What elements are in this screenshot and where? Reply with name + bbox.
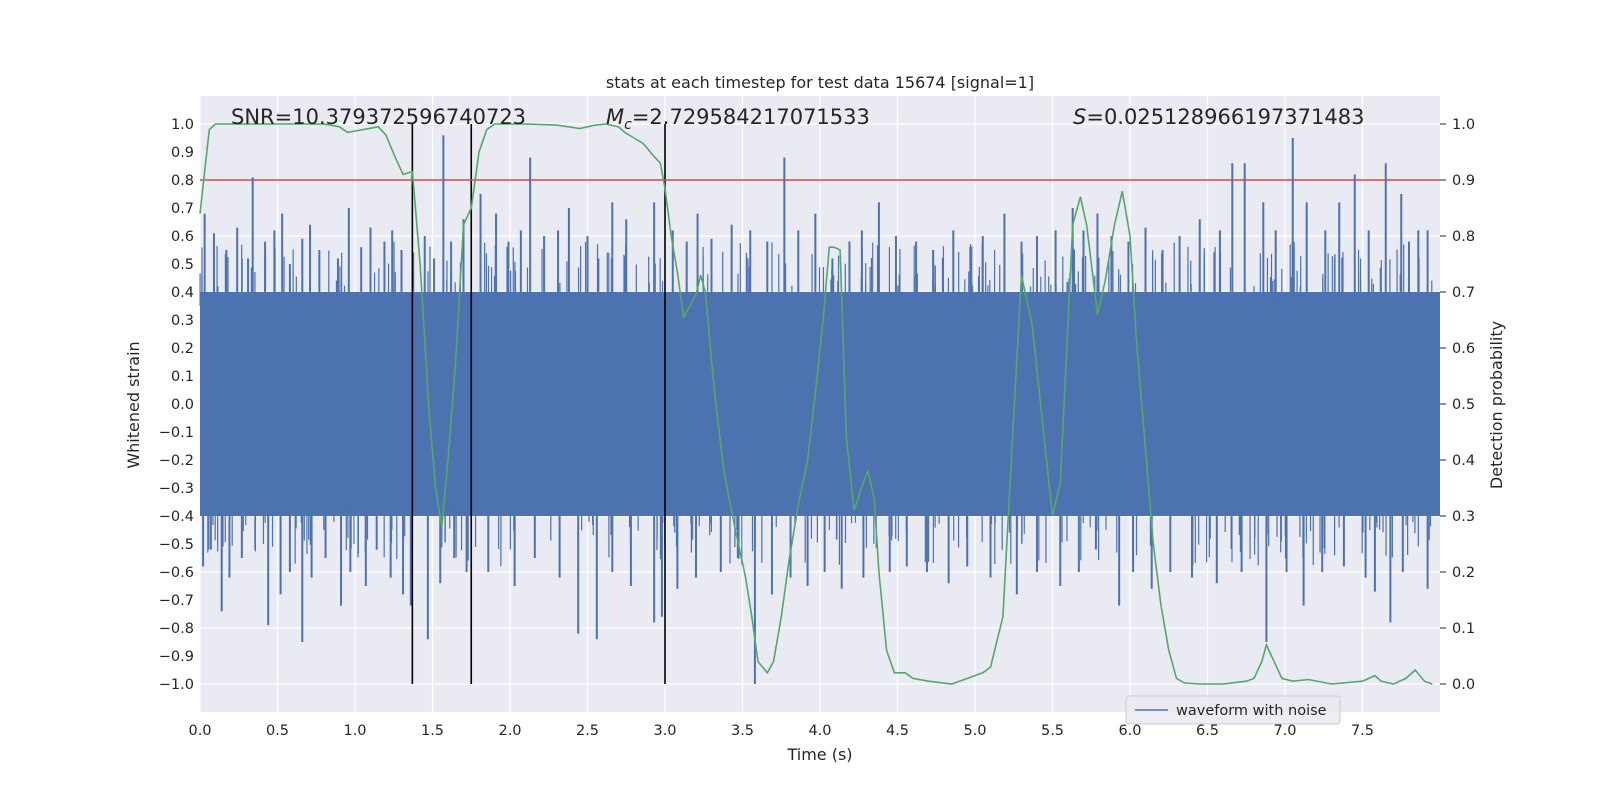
x-tick-label: 3.0 (653, 723, 676, 739)
x-tick-label: 6.0 (1118, 723, 1141, 739)
s-value: =0.025128966197371483 (1086, 105, 1364, 129)
y-tick-label: 0.8 (171, 173, 194, 189)
y-tick-label: −0.3 (159, 481, 194, 497)
legend-box (1125, 695, 1341, 725)
chirp-mass-value: =2.729584217071533 (632, 105, 870, 129)
x-tick-label: 0.0 (188, 723, 211, 739)
y2-tick-label: 0.6 (1452, 341, 1475, 357)
x-tick-label: 3.5 (731, 723, 754, 739)
waveform-band (200, 292, 1440, 516)
y2-tick-label: 0.7 (1452, 285, 1475, 301)
y2-tick-label: 0.8 (1452, 229, 1475, 245)
y-tick-labels: 1.0 0.9 0.8 0.7 0.6 0.5 0.4 0.3 0.2 0.1 0.0 −0.1 −0.… (159, 117, 194, 693)
y-tick-label: 0.3 (171, 313, 194, 329)
legend: waveform with noise (1125, 695, 1341, 725)
y-tick-label: 0.7 (171, 201, 194, 217)
y-tick-label: −1.0 (159, 677, 194, 693)
x-tick-label: 7.0 (1273, 723, 1296, 739)
y2-tick-label: 0.4 (1452, 453, 1475, 469)
x-tick-label: 2.5 (576, 723, 599, 739)
y-tick-label: 0.2 (171, 341, 194, 357)
x-axis-label: Time (s) (786, 745, 852, 764)
y-tick-label: 1.0 (171, 117, 194, 133)
chirp-mass-subscript: c (624, 117, 632, 133)
y-tick-label: −0.9 (159, 649, 194, 665)
y2-tick-label: 1.0 (1452, 117, 1475, 133)
y2-axis-label: Detection probability (1487, 321, 1506, 489)
chirp-mass-annotation: Mc=2.729584217071533 (606, 105, 870, 133)
x-tick-label: 1.0 (343, 723, 366, 739)
x-tick-label: 4.0 (808, 723, 831, 739)
y-tick-label: 0.9 (171, 145, 194, 161)
x-tick-label: 0.5 (266, 723, 289, 739)
y2-tick-label: 0.2 (1452, 565, 1475, 581)
x-tick-labels: 0.0 0.5 1.0 1.5 2.0 2.5 3.0 3.5 4.0 4.5 5.0 5.5 6.0 6… (188, 723, 1374, 739)
y-tick-label: −0.6 (159, 565, 194, 581)
chart-title: stats at each timestep for test data 156… (606, 73, 1034, 92)
y-tick-label: −0.4 (159, 509, 194, 525)
y2-tick-label: 0.3 (1452, 509, 1475, 525)
x-tick-label: 4.5 (886, 723, 909, 739)
s-symbol: S (1073, 105, 1086, 129)
x-tick-label: 2.0 (498, 723, 521, 739)
y-tick-label: 0.1 (171, 369, 194, 385)
y2-tick-label: 0.5 (1452, 397, 1475, 413)
y-tick-label: −0.5 (159, 537, 194, 553)
snr-annotation: SNR=10.379372596740723 (231, 105, 526, 129)
y-tick-label: 0.5 (171, 257, 194, 273)
waveform-series (199, 135, 1440, 684)
chirp-mass-symbol: M (606, 105, 624, 129)
x-tick-label: 5.0 (963, 723, 986, 739)
y-tick-label: 0.6 (171, 229, 194, 245)
y-tick-label: −0.2 (159, 453, 194, 469)
y-tick-label: 0.0 (171, 397, 194, 413)
detection-probability-line (199, 123, 1433, 685)
x-tick-label: 1.5 (421, 723, 444, 739)
y2-tick-label: 0.1 (1452, 621, 1475, 637)
y2-tick-label: 0.0 (1452, 677, 1475, 693)
y-tick-label: −0.1 (159, 425, 194, 441)
s-annotation: S=0.025128966197371483 (1073, 105, 1364, 129)
y-tick-label: −0.8 (159, 621, 194, 637)
vertical-markers (411, 124, 666, 684)
y2-tick-label: 0.9 (1452, 173, 1475, 189)
legend-entry-waveform: waveform with noise (1176, 703, 1327, 719)
x-tick-label: 7.5 (1351, 723, 1374, 739)
x-tick-label: 6.5 (1196, 723, 1219, 739)
x-tick-label: 5.5 (1041, 723, 1064, 739)
y-axis-label: Whitened strain (124, 341, 143, 468)
y-tick-label: −0.7 (159, 593, 194, 609)
y-tick-label: 0.4 (171, 285, 194, 301)
y2-tick-labels: 1.0 0.9 0.8 0.7 0.6 0.5 0.4 0.3 0.2 0.1 0.0 (1440, 117, 1475, 693)
